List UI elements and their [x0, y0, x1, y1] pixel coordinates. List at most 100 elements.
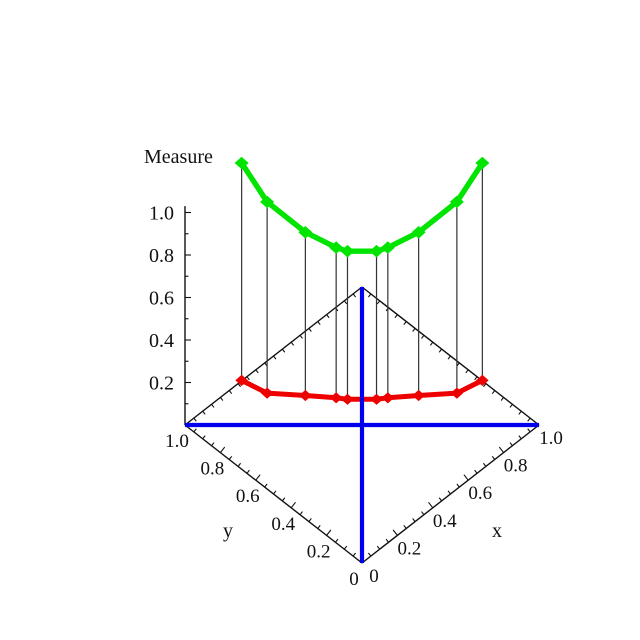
x-axis-tick: [474, 469, 478, 474]
y-axis-tick: [264, 483, 268, 488]
back-right-tick: [509, 403, 513, 408]
green-series-marker: [329, 241, 344, 254]
z-axis-tick-label: 0.2: [149, 373, 174, 395]
back-right-tick: [465, 369, 469, 374]
x-axis-tick: [385, 538, 389, 543]
y-axis-tick: [299, 511, 303, 516]
y-axis-title: y: [223, 520, 233, 542]
back-left-tick: [299, 334, 303, 339]
green-series-marker: [449, 195, 464, 209]
green-series-marker: [369, 244, 384, 258]
back-left-tick: [290, 341, 295, 346]
red-series-marker: [381, 392, 395, 404]
back-right-tick: [421, 334, 425, 339]
back-left-tick: [255, 369, 259, 374]
red-series-marker: [341, 393, 354, 405]
back-left-tick: [202, 410, 206, 415]
y-axis-tick: [202, 435, 206, 440]
y-axis-tick-label: 1.0: [165, 431, 189, 452]
y-axis-tick: [211, 442, 215, 447]
x-axis-tick: [428, 501, 434, 509]
back-right-tick: [500, 397, 505, 401]
z-axis-tick-label: 0.8: [149, 245, 174, 267]
x-axis-tick: [438, 497, 443, 502]
x-axis-tick: [456, 483, 460, 488]
x-axis-tick: [421, 511, 425, 516]
y-axis-tick: [219, 446, 226, 453]
back-left-tick: [281, 348, 286, 353]
red-series-marker: [450, 387, 464, 399]
x-axis-tick: [463, 474, 469, 481]
x-axis-tick-label: 0.8: [504, 456, 528, 477]
back-left-tick: [326, 314, 330, 319]
back-right-tick: [483, 383, 487, 388]
back-right-tick: [412, 328, 416, 332]
x-axis-title: x: [492, 520, 502, 542]
y-axis-tick: [255, 474, 261, 481]
x-axis-tick: [412, 518, 416, 522]
y-axis-tick-label: 0.4: [271, 514, 295, 535]
x-axis-tick: [491, 456, 496, 460]
back-left-tick: [193, 417, 197, 422]
red-series-marker: [412, 389, 425, 402]
x-axis-tick: [527, 428, 531, 433]
back-right-tick: [491, 390, 496, 394]
back-right-tick: [474, 376, 478, 381]
y-axis-tick-label: 0.6: [236, 486, 260, 507]
x-axis-tick: [392, 529, 398, 536]
y-axis-tick-label: 0.2: [307, 541, 331, 562]
green-series-marker: [380, 241, 395, 254]
back-right-tick: [429, 341, 434, 346]
x-axis-tick-label: 0: [369, 566, 379, 587]
x-axis-tick: [518, 435, 522, 440]
x-axis-tick-label: 0.4: [433, 511, 457, 532]
green-series-marker: [340, 244, 355, 258]
x-axis-tick: [367, 552, 372, 557]
z-axis-tick-label: 0.4: [149, 330, 174, 352]
z-axis-tick-label: 1.0: [149, 203, 174, 225]
x-axis-tick-label: 1.0: [539, 428, 563, 449]
z-axis-tick-label: 0.6: [149, 288, 174, 310]
back-right-tick: [447, 355, 451, 360]
back-right-tick: [403, 321, 407, 325]
green-series-marker: [260, 195, 275, 209]
y-axis-tick: [317, 525, 321, 529]
green-series-line: [238, 160, 486, 254]
green-series-marker: [475, 156, 490, 170]
red-series-marker: [299, 389, 312, 402]
y-axis-tick: [343, 545, 348, 550]
y-axis-tick: [352, 552, 357, 557]
x-axis-tick: [483, 462, 487, 467]
back-left-tick: [308, 328, 312, 332]
y-axis-tick-label: 0.8: [201, 459, 225, 480]
back-left-tick: [219, 397, 224, 401]
y-axis-tick-label: 0: [349, 569, 359, 590]
back-right-tick: [367, 293, 372, 298]
back-left-tick: [317, 321, 321, 325]
back-right-tick: [518, 410, 522, 415]
y-axis-tick: [237, 462, 241, 467]
back-left-tick: [273, 355, 277, 360]
back-left-tick: [246, 376, 250, 381]
y-axis-tick: [290, 501, 296, 509]
x-axis-tick: [447, 490, 451, 495]
y-axis-tick: [228, 456, 233, 460]
green-series-marker: [298, 225, 313, 239]
red-series-marker: [235, 374, 248, 386]
green-series-marker: [234, 156, 249, 170]
x-axis-tick-label: 0.6: [468, 483, 492, 504]
back-left-tick: [343, 300, 348, 305]
red-series-marker: [329, 392, 343, 404]
y-axis-tick: [273, 490, 277, 495]
back-left-tick: [237, 383, 241, 388]
z-axis-title: Measure: [144, 146, 213, 168]
back-right-tick: [376, 300, 381, 305]
red-series-marker: [476, 374, 489, 386]
back-right-tick: [527, 417, 531, 422]
red-series-marker: [370, 393, 383, 405]
y-axis-tick: [246, 469, 250, 474]
back-left-tick: [352, 293, 357, 298]
red-series-marker: [260, 387, 274, 399]
